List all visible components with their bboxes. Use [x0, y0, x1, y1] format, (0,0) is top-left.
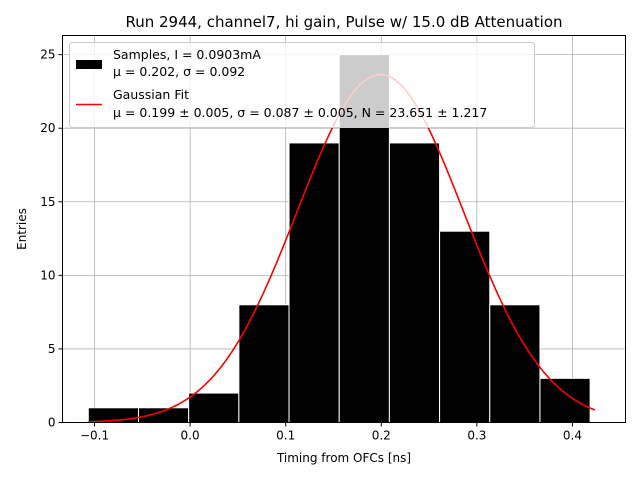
- x-tick-label: 0.0: [181, 429, 200, 443]
- y-tick-label: 20: [40, 121, 55, 135]
- histogram-bar: [238, 304, 290, 423]
- y-tick-label: 25: [40, 48, 55, 62]
- chart-title: Run 2944, channel7, hi gain, Pulse w/ 15…: [125, 13, 562, 31]
- legend-fit-params: μ = 0.199 ± 0.005, σ = 0.087 ± 0.005, N …: [113, 105, 487, 120]
- legend-histogram-swatch: [76, 60, 102, 69]
- histogram-bar: [188, 392, 240, 423]
- x-tick-label: 0.1: [276, 429, 295, 443]
- x-axis-label: Timing from OFCs [ns]: [276, 451, 411, 465]
- plot-frame: [62, 35, 626, 423]
- legend-histogram-label: Samples, I = 0.0903mA: [113, 47, 261, 62]
- histogram-bar: [539, 377, 591, 423]
- legend-fit-label: Gaussian Fit: [113, 87, 189, 102]
- y-tick-label: 5: [48, 342, 56, 356]
- y-axis-label: Entries: [15, 208, 29, 250]
- histogram-bars: [87, 54, 591, 424]
- y-tick-label: 15: [40, 195, 55, 209]
- y-axis: 0 5 10 15 20 25: [40, 48, 63, 430]
- histogram-bar: [439, 230, 491, 423]
- x-tick-label: 0.3: [467, 429, 486, 443]
- histogram-bar: [489, 304, 541, 423]
- y-tick-label: 10: [40, 268, 55, 282]
- x-axis: −0.1 0.0 0.1 0.2 0.3 0.4: [80, 422, 582, 443]
- histogram-bar: [288, 142, 340, 423]
- legend-box: [69, 42, 535, 128]
- legend: Samples, I = 0.0903mA μ = 0.202, σ = 0.0…: [69, 42, 535, 128]
- x-tick-label: 0.4: [563, 429, 582, 443]
- x-tick-label: −0.1: [80, 429, 109, 443]
- histogram-bar: [388, 142, 441, 423]
- legend-histogram-stats: μ = 0.202, σ = 0.092: [113, 64, 245, 79]
- x-tick-label: 0.2: [372, 429, 391, 443]
- y-tick-label: 0: [48, 416, 56, 430]
